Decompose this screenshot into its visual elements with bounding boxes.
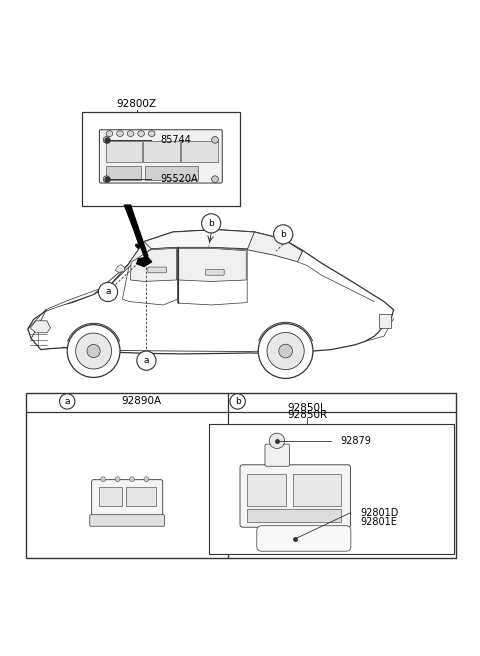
FancyBboxPatch shape xyxy=(205,270,224,276)
Circle shape xyxy=(115,477,120,482)
Circle shape xyxy=(212,176,218,182)
Polygon shape xyxy=(115,264,125,272)
Bar xyxy=(82,112,240,205)
FancyBboxPatch shape xyxy=(257,525,351,551)
Circle shape xyxy=(144,477,149,482)
Text: a: a xyxy=(144,356,149,365)
Ellipse shape xyxy=(148,131,155,136)
Circle shape xyxy=(267,333,304,369)
Polygon shape xyxy=(28,230,394,354)
Circle shape xyxy=(130,477,134,482)
Circle shape xyxy=(87,344,100,358)
Text: 92800Z: 92800Z xyxy=(117,98,157,109)
Text: 92890A: 92890A xyxy=(121,396,162,407)
Bar xyxy=(106,166,141,180)
Circle shape xyxy=(101,477,106,482)
Bar xyxy=(379,314,391,328)
Text: 92850L: 92850L xyxy=(288,403,326,413)
Ellipse shape xyxy=(138,131,144,136)
Text: 85744: 85744 xyxy=(161,135,192,145)
Polygon shape xyxy=(122,247,178,305)
FancyBboxPatch shape xyxy=(90,515,165,526)
Bar xyxy=(106,141,143,163)
Circle shape xyxy=(67,325,120,377)
Bar xyxy=(144,141,180,163)
Polygon shape xyxy=(179,249,246,281)
Circle shape xyxy=(279,344,292,358)
Text: 92850R: 92850R xyxy=(287,411,327,420)
Text: 95520A: 95520A xyxy=(161,174,198,184)
Bar xyxy=(99,487,122,506)
Bar xyxy=(126,487,156,506)
Polygon shape xyxy=(178,247,247,305)
Text: b: b xyxy=(208,219,214,228)
Bar xyxy=(26,393,456,558)
Bar xyxy=(209,424,454,554)
Ellipse shape xyxy=(106,131,113,136)
Circle shape xyxy=(60,394,75,409)
Polygon shape xyxy=(247,232,302,262)
Ellipse shape xyxy=(127,131,134,136)
Polygon shape xyxy=(137,257,152,266)
FancyBboxPatch shape xyxy=(148,267,167,273)
FancyBboxPatch shape xyxy=(265,444,289,466)
Circle shape xyxy=(274,225,293,244)
Polygon shape xyxy=(124,205,148,258)
Bar xyxy=(181,141,218,163)
Polygon shape xyxy=(46,264,129,311)
Bar xyxy=(247,474,286,506)
Circle shape xyxy=(202,214,221,233)
Ellipse shape xyxy=(117,131,123,136)
Bar xyxy=(145,166,198,180)
Circle shape xyxy=(269,433,285,449)
Polygon shape xyxy=(129,230,302,264)
Polygon shape xyxy=(110,241,151,285)
Text: a: a xyxy=(64,397,70,406)
Circle shape xyxy=(212,136,218,143)
FancyBboxPatch shape xyxy=(99,130,222,183)
Text: b: b xyxy=(235,397,240,406)
Text: b: b xyxy=(280,230,286,239)
FancyBboxPatch shape xyxy=(240,465,350,527)
Polygon shape xyxy=(131,249,177,281)
Circle shape xyxy=(103,176,110,182)
Text: 92879: 92879 xyxy=(341,436,372,446)
Circle shape xyxy=(230,394,245,409)
Circle shape xyxy=(137,351,156,370)
Polygon shape xyxy=(30,321,50,333)
FancyBboxPatch shape xyxy=(92,480,163,520)
Circle shape xyxy=(258,323,313,379)
Text: 92801D: 92801D xyxy=(360,508,398,518)
Text: 92801E: 92801E xyxy=(360,518,397,527)
Text: a: a xyxy=(105,287,111,297)
Circle shape xyxy=(76,333,111,369)
Bar xyxy=(247,509,341,522)
Bar xyxy=(293,474,341,506)
Circle shape xyxy=(98,282,118,302)
Circle shape xyxy=(103,136,110,143)
